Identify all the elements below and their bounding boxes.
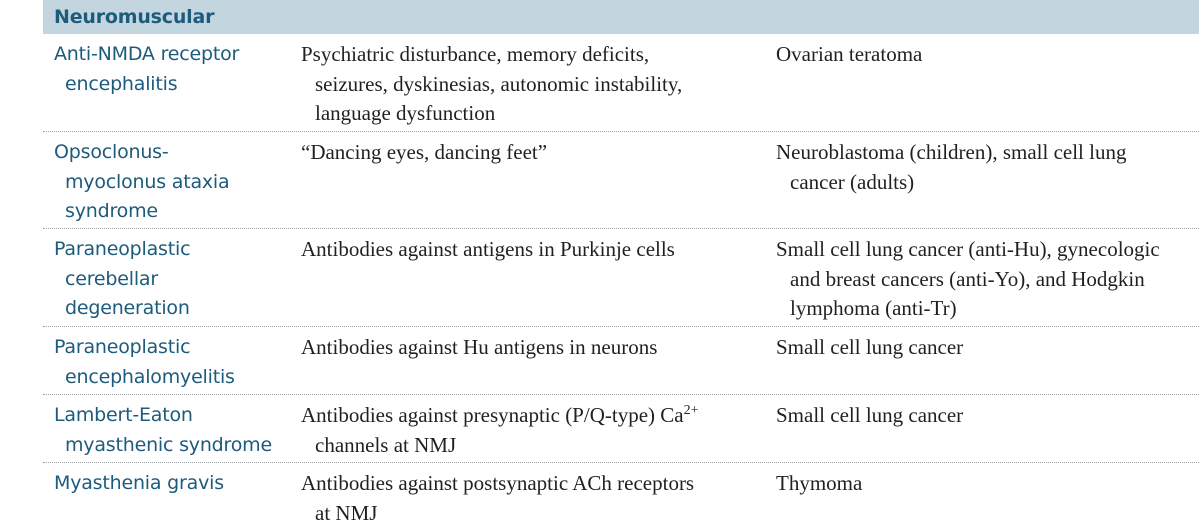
features-cell: “Dancing eyes, dancing feet” [301, 140, 548, 164]
table-row: Opsoclonus- myoclonus ataxia syndrome “D… [43, 132, 1199, 229]
associations-cell: Small cell lung cancer (anti-Hu), gyneco… [776, 237, 1160, 320]
disorder-cell: Anti-NMDA receptor encephalitis [54, 43, 240, 95]
features-cell: Antibodies against postsynaptic ACh rece… [301, 471, 695, 525]
associations-cell: Ovarian teratoma [776, 42, 923, 66]
disorder-cell: Paraneoplastic cerebellar degeneration [54, 238, 191, 319]
associations-cell: Neuroblastoma (children), small cell lun… [776, 140, 1127, 194]
associations-cell: Small cell lung cancer [776, 403, 964, 427]
associations-cell: Thymoma [776, 471, 863, 495]
features-cell: Antibodies against Hu antigens in neuron… [301, 335, 658, 359]
section-header: Neuromuscular [43, 0, 1199, 34]
table-row: Myasthenia gravis Antibodies against pos… [43, 463, 1199, 532]
disorder-cell: Paraneoplastic encephalomyelitis [54, 336, 235, 388]
features-cell: Antibodies against presynaptic (P/Q-type… [301, 403, 699, 457]
disorder-cell: Lambert-Eaton myasthenic syndrome [54, 404, 272, 456]
disorder-cell: Myasthenia gravis [54, 472, 224, 494]
features-cell: Antibodies against antigens in Purkinje … [301, 237, 675, 261]
table-row: Paraneoplastic encephalomyelitis Antibod… [43, 327, 1199, 395]
disorder-cell: Opsoclonus- myoclonus ataxia syndrome [54, 141, 230, 222]
table-row: Anti-NMDA receptor encephalitis Psychiat… [43, 34, 1199, 132]
associations-cell: Small cell lung cancer [776, 335, 964, 359]
features-cell: Psychiatric disturbance, memory deficits… [301, 42, 683, 125]
table-row: Paraneoplastic cerebellar degeneration A… [43, 229, 1199, 327]
paraneoplastic-table: Neuromuscular Anti-NMDA receptor encepha… [43, 0, 1199, 532]
table-row: Lambert-Eaton myasthenic syndrome Antibo… [43, 395, 1199, 463]
section-title: Neuromuscular [54, 6, 215, 28]
superscript-charge: 2+ [683, 403, 699, 418]
